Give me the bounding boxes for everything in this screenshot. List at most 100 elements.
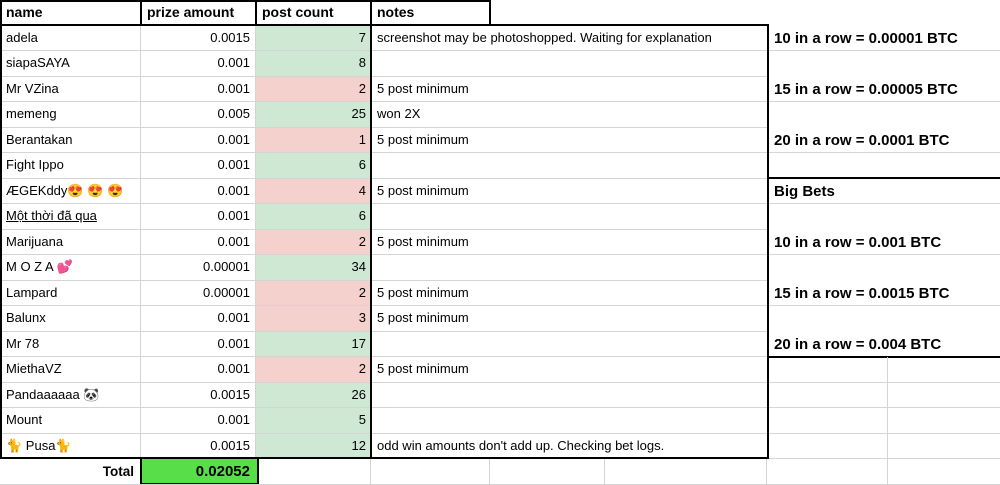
prize-cell[interactable]: 0.001 — [141, 51, 256, 76]
prize-cell[interactable]: 0.001 — [141, 408, 256, 433]
post-count-cell[interactable]: 5 — [256, 408, 371, 433]
prize-cell[interactable]: 0.0015 — [141, 382, 256, 407]
table-row: siapaSAYA 0.001 8 — [0, 51, 768, 77]
total-row: Total 0.02052 — [0, 459, 1000, 485]
name-cell[interactable]: memeng — [0, 102, 141, 127]
post-count-cell[interactable]: 3 — [256, 306, 371, 331]
name-cell[interactable]: ÆGEKddy😍 😍 😍 — [0, 178, 141, 203]
prize-cell[interactable]: 0.001 — [141, 306, 256, 331]
note-cell[interactable]: 5 post minimum — [377, 361, 469, 376]
payout-rule[interactable]: 20 in a row = 0.004 BTC — [768, 332, 1000, 357]
prize-cell[interactable]: 0.001 — [141, 204, 256, 229]
note-cell[interactable] — [371, 408, 768, 433]
note-cell[interactable]: 5 post minimum — [377, 182, 469, 198]
name-cell[interactable]: Balunx — [0, 306, 141, 331]
note-cell[interactable] — [371, 383, 768, 408]
border-top — [0, 0, 491, 2]
payout-rule[interactable]: 20 in a row = 0.0001 BTC — [768, 128, 1000, 153]
name-cell[interactable]: siapaSAYA — [0, 51, 141, 76]
post-count-cell[interactable]: 12 — [256, 433, 371, 458]
name-cell[interactable]: Marijuana — [0, 229, 141, 254]
note-cell[interactable]: 5 post minimum — [377, 131, 469, 147]
post-count-cell[interactable]: 1 — [256, 127, 371, 152]
header-name[interactable]: name — [6, 4, 43, 20]
prize-cell[interactable]: 0.001 — [141, 357, 256, 382]
prize-cell[interactable]: 0.001 — [141, 178, 256, 203]
table-row: Lampard 0.00001 2 5 post minimum — [0, 280, 768, 306]
note-cell[interactable]: 5 post minimum — [377, 233, 469, 249]
prize-cell[interactable]: 0.001 — [141, 127, 256, 152]
post-count-cell[interactable]: 6 — [256, 153, 371, 178]
table-row: Pandaaaaaa 🐼 0.0015 26 — [0, 382, 768, 408]
note-cell[interactable] — [371, 255, 768, 280]
name-cell[interactable]: Berantakan — [0, 127, 141, 152]
note-cell[interactable]: 5 post minimum — [377, 284, 469, 300]
header-post-count[interactable]: post count — [262, 4, 334, 20]
total-value-cell[interactable]: 0.02052 — [141, 459, 258, 485]
prize-cell[interactable]: 0.0015 — [141, 25, 256, 50]
name-cell[interactable]: 🐈 Pusa🐈 — [0, 433, 141, 458]
note-cell[interactable] — [371, 153, 768, 178]
name-cell[interactable]: M O Z A 💕 — [0, 255, 141, 280]
name-cell[interactable]: Lampard — [0, 280, 141, 305]
post-count-cell[interactable]: 17 — [256, 331, 371, 356]
name-cell[interactable]: Mr VZina — [0, 76, 141, 101]
note-cell[interactable]: screenshot may be photoshopped. Waiting … — [377, 29, 712, 45]
table-row: Berantakan 0.001 1 5 post minimum — [0, 127, 768, 153]
post-count-cell[interactable]: 26 — [256, 382, 371, 407]
border-left-edge — [0, 0, 2, 459]
name-cell[interactable]: Mount — [0, 408, 141, 433]
prize-cell[interactable]: 0.001 — [141, 153, 256, 178]
post-count-cell[interactable]: 2 — [256, 229, 371, 254]
prize-cell[interactable]: 0.001 — [141, 76, 256, 101]
name-cell[interactable]: Fight Ippo — [0, 153, 141, 178]
payout-rule[interactable]: 10 in a row = 0.00001 BTC — [768, 26, 1000, 51]
prize-cell[interactable]: 0.00001 — [141, 255, 256, 280]
note-cell[interactable] — [371, 204, 768, 229]
gridline — [604, 459, 605, 484]
table-row: Mr 78 0.001 17 — [0, 331, 768, 357]
note-cell[interactable]: won 2X — [377, 106, 421, 121]
note-cell[interactable]: 5 post minimum — [377, 310, 469, 325]
total-label: Total — [102, 464, 134, 479]
table-row: Mount 0.001 5 — [0, 408, 768, 434]
name-cell[interactable]: Pandaaaaaa 🐼 — [0, 382, 141, 407]
gridline-bottom — [0, 483, 1000, 485]
post-count-cell[interactable]: 2 — [256, 280, 371, 305]
gridline — [489, 459, 490, 484]
prize-cell[interactable]: 0.00001 — [141, 280, 256, 305]
name-cell[interactable]: MiethaVZ — [0, 357, 141, 382]
table-body: adela 0.0015 7 screenshot may be photosh… — [0, 25, 1000, 459]
post-count-cell[interactable]: 34 — [256, 255, 371, 280]
table-row: memeng 0.005 25 won 2X — [0, 102, 768, 128]
gridline — [887, 357, 888, 484]
post-count-cell[interactable]: 4 — [256, 178, 371, 203]
name-cell[interactable]: Một thời đã qua — [0, 204, 141, 229]
prize-cell[interactable]: 0.001 — [141, 331, 256, 356]
prize-cell[interactable]: 0.005 — [141, 102, 256, 127]
payout-rule[interactable]: 10 in a row = 0.001 BTC — [768, 230, 1000, 255]
prize-cell[interactable]: 0.001 — [141, 229, 256, 254]
post-count-cell[interactable]: 8 — [256, 51, 371, 76]
payout-rule[interactable]: 15 in a row = 0.0015 BTC — [768, 281, 1000, 306]
table-row: ÆGEKddy😍 😍 😍 0.001 4 5 post minimum — [0, 178, 768, 204]
post-count-cell[interactable]: 2 — [256, 76, 371, 101]
border-header-v-notes-end — [489, 0, 491, 26]
note-cell[interactable]: 5 post minimum — [377, 80, 469, 96]
header-notes[interactable]: notes — [377, 4, 415, 20]
prize-cell[interactable]: 0.0015 — [141, 433, 256, 458]
name-cell[interactable]: Mr 78 — [0, 331, 141, 356]
border-total-cell — [139, 456, 259, 485]
post-count-cell[interactable]: 2 — [256, 357, 371, 382]
note-cell[interactable]: odd win amounts don't add up. Checking b… — [377, 437, 665, 453]
post-count-cell[interactable]: 25 — [256, 102, 371, 127]
note-cell[interactable] — [371, 332, 768, 357]
payout-rule[interactable]: 15 in a row = 0.00005 BTC — [768, 77, 1000, 102]
table-row: 🐈 Pusa🐈 0.0015 12 odd win amounts don't … — [0, 433, 768, 459]
post-count-cell[interactable]: 7 — [256, 25, 371, 50]
header-prize-amount[interactable]: prize amount — [147, 4, 235, 20]
name-cell[interactable]: adela — [0, 25, 141, 50]
payout-rule[interactable]: Big Bets — [768, 179, 1000, 204]
note-cell[interactable] — [371, 51, 768, 76]
post-count-cell[interactable]: 6 — [256, 204, 371, 229]
